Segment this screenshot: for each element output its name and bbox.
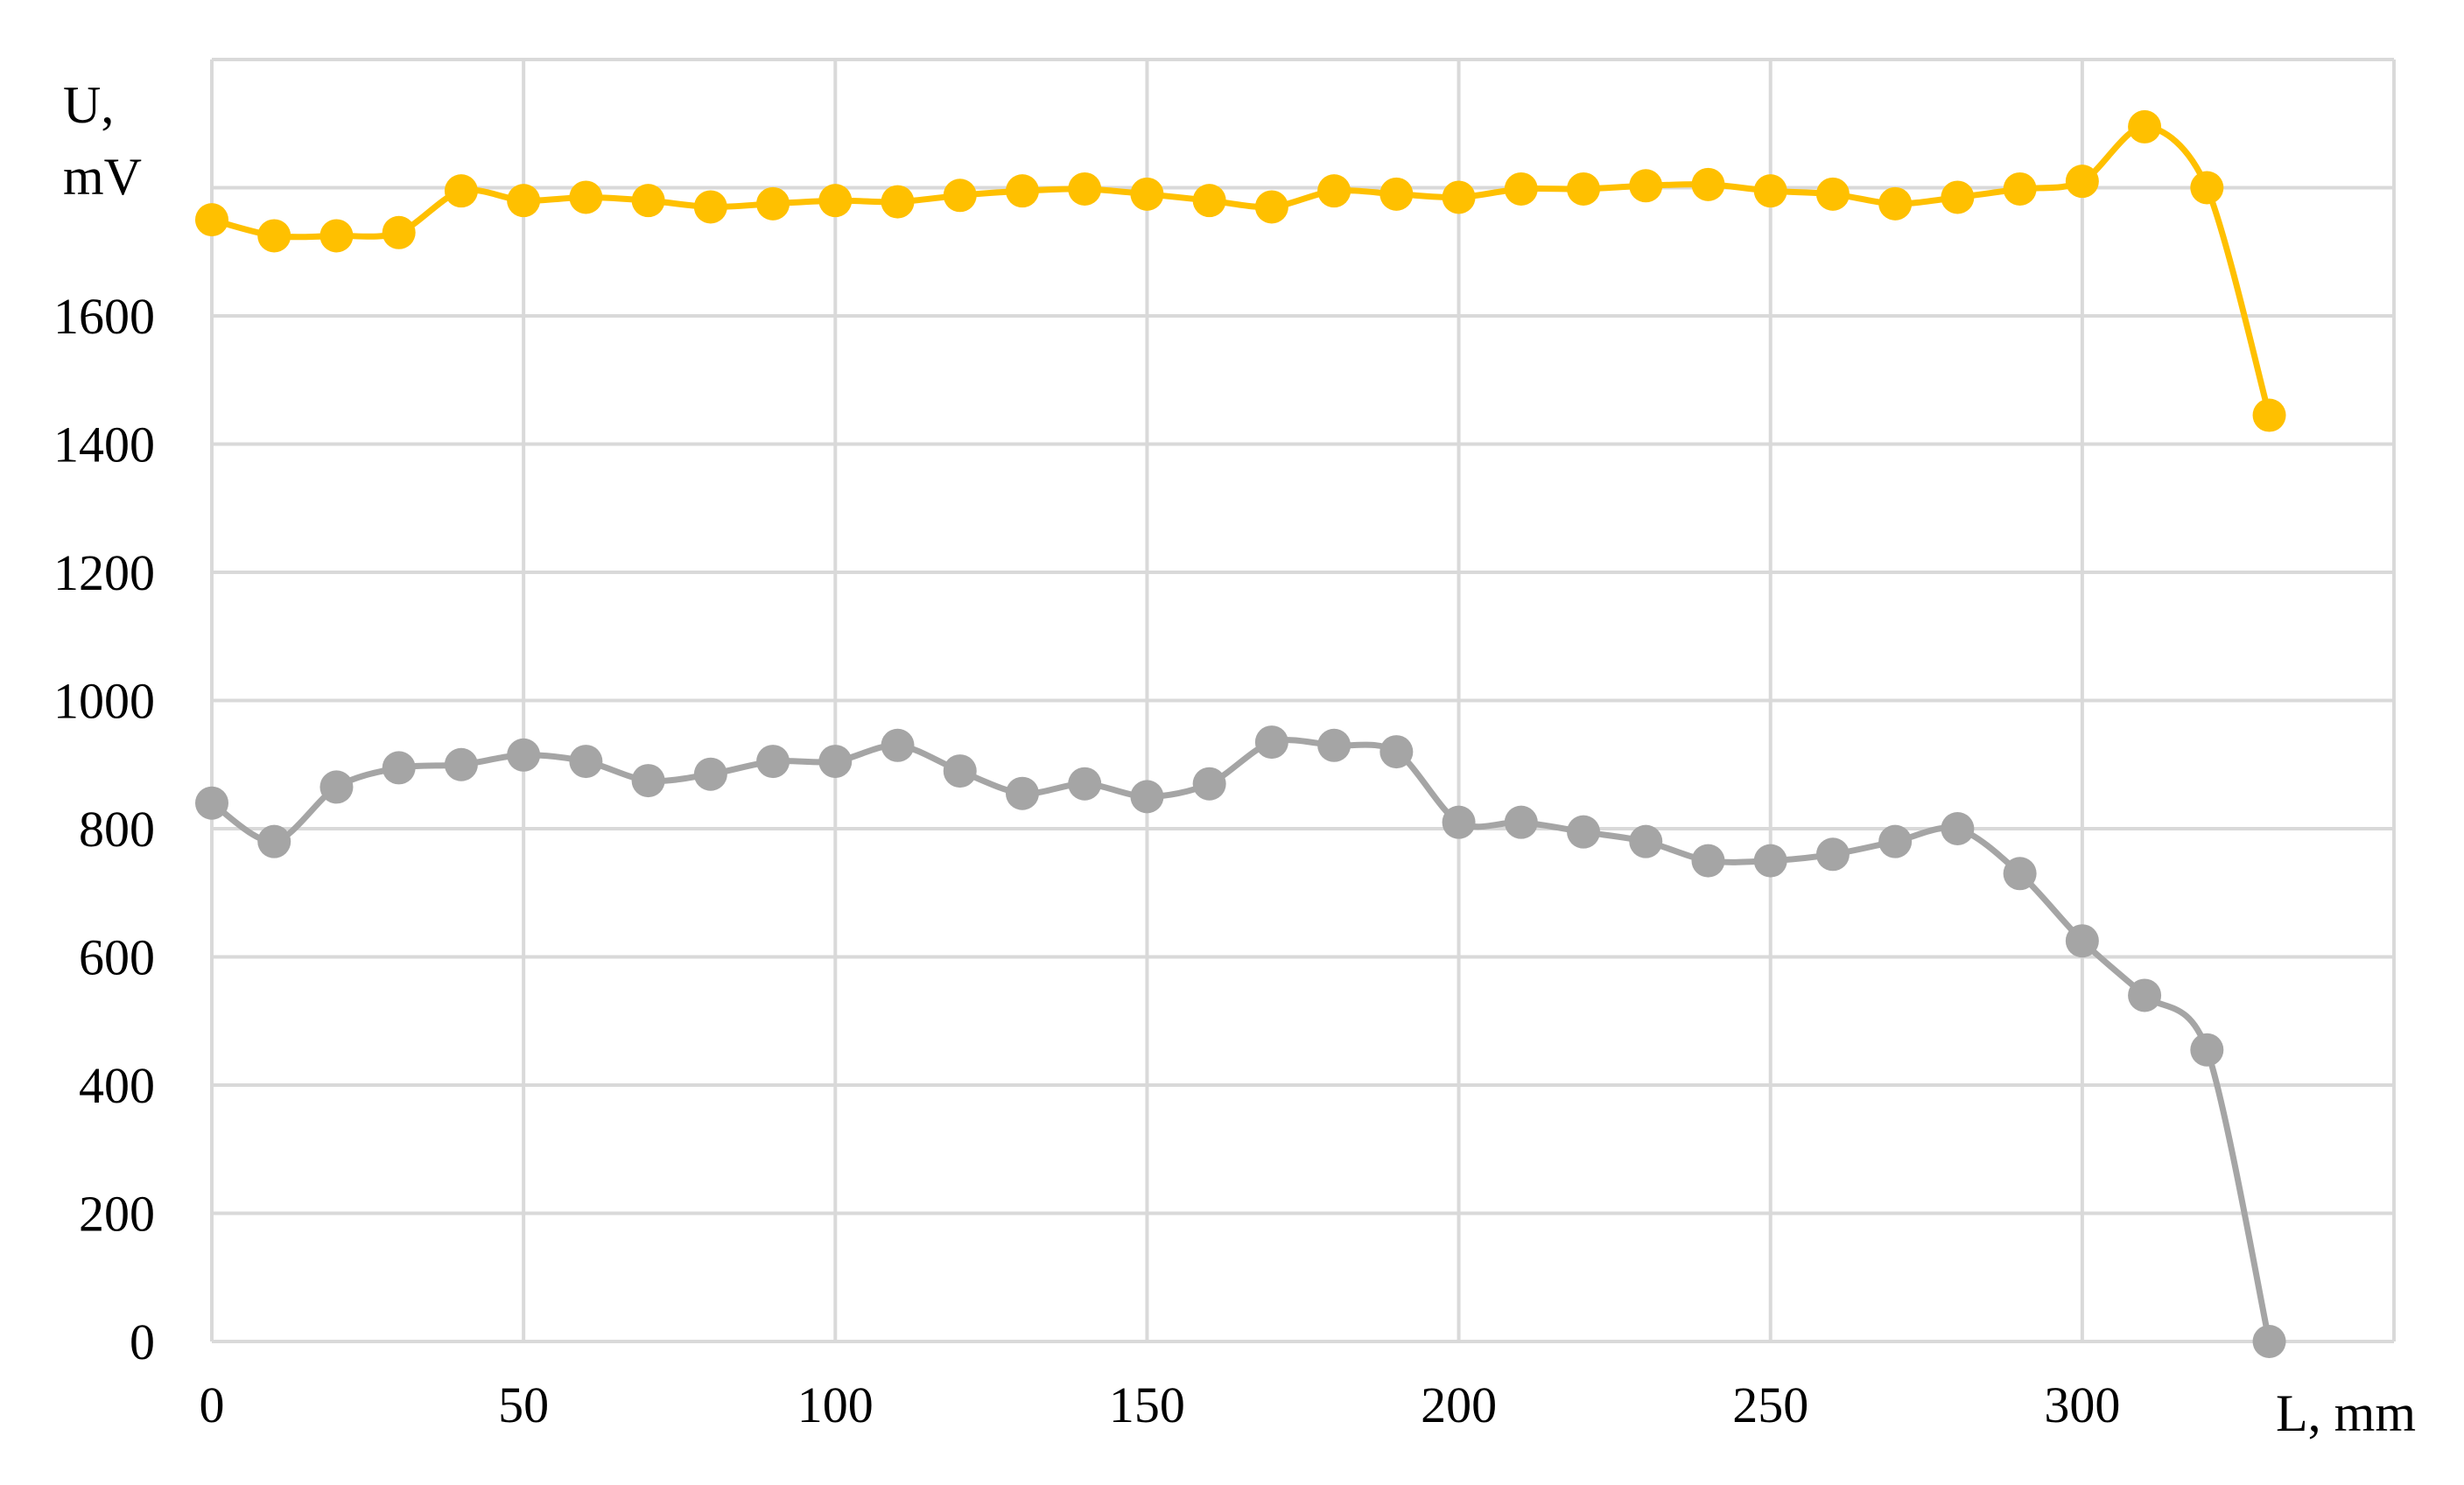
series-1-point — [1878, 186, 1913, 221]
series-1-point — [1941, 180, 1975, 214]
series-1-point — [1130, 177, 1164, 211]
series-markers — [195, 109, 2286, 1358]
series-1-point — [195, 203, 228, 237]
series-2-point — [319, 770, 354, 804]
series-1-point — [1629, 169, 1663, 203]
series-2-point — [1941, 812, 1975, 845]
series-2-point — [1753, 844, 1787, 878]
series-2-point — [631, 764, 665, 798]
series-2-point — [195, 786, 228, 820]
series-1-point — [2190, 171, 2224, 205]
series-1-point — [2065, 165, 2099, 199]
series-1-point — [507, 184, 541, 218]
series-1-point — [693, 190, 727, 224]
series-2-point — [1878, 824, 1913, 858]
x-tick-label: 150 — [1109, 1376, 1185, 1433]
series-2-point — [569, 745, 603, 779]
y-tick-label: 1600 — [53, 288, 155, 345]
x-tick-label: 250 — [1732, 1376, 1808, 1433]
x-tick-label: 0 — [200, 1376, 225, 1433]
y-axis-title-line2: mV — [63, 148, 142, 206]
series-2-point — [693, 757, 727, 791]
series-2-point — [943, 754, 977, 788]
x-tick-label: 200 — [1421, 1376, 1497, 1433]
series-2-point — [2252, 1325, 2286, 1358]
x-axis-title: L, mm — [2276, 1384, 2416, 1442]
y-tick-label: 800 — [79, 801, 155, 858]
series-1-point — [943, 179, 977, 213]
series-1-point — [1753, 174, 1787, 208]
y-tick-label: 1400 — [53, 417, 155, 473]
series-1-point — [1504, 172, 1538, 206]
series-1-point — [1254, 190, 1288, 224]
series-2-point — [1192, 767, 1226, 801]
series-1-point — [1005, 174, 1039, 208]
series-1-point — [1567, 172, 1601, 206]
series-2-point — [1815, 837, 1850, 872]
series-1-point — [2128, 109, 2162, 144]
series-2-point — [1005, 776, 1039, 810]
series-2-point — [1379, 735, 1414, 769]
series-1-point — [881, 185, 915, 219]
series-1-point — [444, 174, 478, 208]
series-2-point — [257, 824, 291, 858]
series-2-point — [1254, 725, 1288, 760]
series-1-point — [631, 184, 665, 218]
series-2-point — [1567, 815, 1601, 849]
series-1-point — [1815, 177, 1850, 211]
y-tick-label: 0 — [130, 1313, 155, 1370]
series-2-point — [2190, 1033, 2224, 1067]
series-2-point — [1068, 767, 1102, 801]
series-1-point — [756, 186, 790, 221]
series-1-point — [1068, 172, 1102, 206]
series-2-point — [881, 728, 915, 762]
series-1-point — [1442, 180, 1476, 214]
series-1-point — [319, 219, 354, 253]
series-1-point — [818, 184, 853, 218]
tick-labels: 0 50 100 150 200 250 300 0 200 400 600 800 1000 1200 1… — [53, 288, 2120, 1433]
series-1-point — [569, 180, 603, 214]
series-1-point — [1691, 167, 1725, 201]
series-2-point — [1442, 805, 1476, 839]
series-2-point — [1629, 824, 1663, 858]
series-2-point — [2003, 857, 2037, 891]
series-2-point — [382, 751, 416, 785]
y-tick-label: 600 — [79, 929, 155, 986]
series-1-point — [1317, 174, 1351, 208]
gridlines — [210, 58, 2396, 1343]
series-1-point — [2003, 172, 2037, 206]
series-2-point — [1130, 780, 1164, 814]
series-2-point — [2128, 978, 2162, 1012]
series-1-point — [382, 215, 416, 249]
y-tick-label: 200 — [79, 1186, 155, 1243]
series-1-point — [257, 219, 291, 253]
x-tick-label: 100 — [797, 1376, 874, 1433]
y-tick-label: 1200 — [53, 544, 155, 601]
series-1-point — [1379, 177, 1414, 211]
y-tick-label: 1000 — [53, 673, 155, 730]
series-2-point — [818, 745, 853, 779]
series-2-point — [444, 747, 478, 781]
series-2-point — [756, 745, 790, 779]
y-tick-label: 400 — [79, 1057, 155, 1114]
series-2-point — [1504, 805, 1538, 839]
x-tick-label: 50 — [498, 1376, 549, 1433]
series-2-point — [1691, 844, 1725, 878]
series-2-point — [507, 738, 541, 772]
series-2-point — [2065, 924, 2099, 958]
x-tick-label: 300 — [2044, 1376, 2120, 1433]
series-1-point — [2252, 398, 2286, 432]
series-1-point — [1192, 184, 1226, 218]
y-axis-title-line1: U, — [63, 76, 114, 134]
series-2-point — [1317, 728, 1351, 762]
